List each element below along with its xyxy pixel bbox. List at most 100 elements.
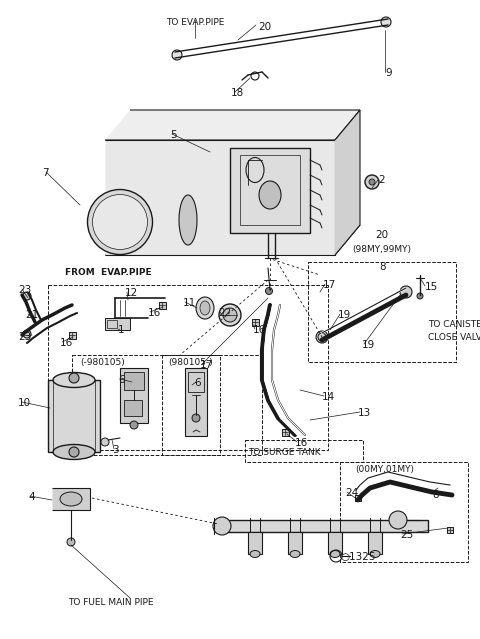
Bar <box>72 355 220 455</box>
Ellipse shape <box>213 517 231 535</box>
Text: 22: 22 <box>218 308 231 318</box>
Text: 24: 24 <box>345 488 358 498</box>
Circle shape <box>417 293 423 299</box>
Text: 8: 8 <box>379 262 385 272</box>
Text: (-980105): (-980105) <box>80 358 125 367</box>
Text: 6: 6 <box>194 378 201 388</box>
Text: 4: 4 <box>28 492 35 502</box>
Ellipse shape <box>60 492 82 506</box>
Bar <box>308 262 456 362</box>
Ellipse shape <box>53 445 95 459</box>
Text: 16: 16 <box>60 338 73 348</box>
Text: 25: 25 <box>400 530 413 540</box>
Bar <box>107 320 117 328</box>
Bar <box>252 319 259 326</box>
Circle shape <box>389 511 407 529</box>
Ellipse shape <box>200 301 210 315</box>
Bar <box>188 372 204 392</box>
Bar <box>240 155 300 225</box>
Ellipse shape <box>219 304 241 326</box>
Text: 16: 16 <box>295 438 308 448</box>
Circle shape <box>265 288 273 295</box>
Text: 19: 19 <box>338 310 351 320</box>
Bar <box>48 285 328 450</box>
Circle shape <box>316 331 328 343</box>
Ellipse shape <box>370 551 380 557</box>
Text: TO EVAP.PIPE: TO EVAP.PIPE <box>166 18 224 27</box>
Bar <box>355 495 361 501</box>
Ellipse shape <box>250 551 260 557</box>
Text: (980105-): (980105-) <box>168 358 213 367</box>
Text: 12: 12 <box>125 288 138 298</box>
Text: 20: 20 <box>375 230 388 240</box>
Polygon shape <box>105 225 360 255</box>
Ellipse shape <box>87 190 153 254</box>
Polygon shape <box>52 488 90 510</box>
Bar <box>185 368 207 436</box>
Polygon shape <box>105 140 335 255</box>
Polygon shape <box>105 110 360 140</box>
Bar <box>124 372 144 390</box>
Ellipse shape <box>223 308 237 322</box>
Bar <box>245 440 363 462</box>
Text: 17: 17 <box>200 360 213 370</box>
Text: CLOSE VALVE: CLOSE VALVE <box>428 333 480 342</box>
Circle shape <box>192 414 200 422</box>
Ellipse shape <box>93 194 147 249</box>
Text: 15: 15 <box>425 282 438 292</box>
Bar <box>120 368 148 423</box>
Ellipse shape <box>53 373 95 387</box>
Text: TO FUEL MAIN PIPE: TO FUEL MAIN PIPE <box>68 598 154 607</box>
Bar <box>105 318 130 330</box>
Text: TO CANISTER: TO CANISTER <box>428 320 480 329</box>
Ellipse shape <box>290 551 300 557</box>
Bar <box>159 302 166 309</box>
Text: 3: 3 <box>112 445 119 455</box>
Text: 23: 23 <box>18 285 31 295</box>
Bar <box>162 355 262 455</box>
Text: (98MY,99MY): (98MY,99MY) <box>352 245 411 254</box>
Circle shape <box>369 179 375 185</box>
Text: 6: 6 <box>118 375 125 385</box>
Text: (00MY,01MY): (00MY,01MY) <box>355 465 414 474</box>
Text: 7: 7 <box>42 168 48 178</box>
Text: 8: 8 <box>432 490 439 500</box>
Circle shape <box>67 538 75 546</box>
Text: 23: 23 <box>18 332 31 342</box>
Bar <box>248 532 262 554</box>
Text: 19: 19 <box>362 340 375 350</box>
Text: TO SURGE TANK: TO SURGE TANK <box>248 448 321 457</box>
Text: 16: 16 <box>148 308 161 318</box>
Circle shape <box>172 50 182 60</box>
Bar <box>447 527 453 533</box>
Text: 18: 18 <box>231 88 244 98</box>
Text: 9: 9 <box>385 68 392 78</box>
Text: 20: 20 <box>258 22 271 32</box>
Text: 1: 1 <box>118 325 125 335</box>
Bar <box>368 532 382 554</box>
Circle shape <box>101 438 109 446</box>
Text: 5: 5 <box>170 130 177 140</box>
Bar <box>282 429 289 436</box>
Text: 17: 17 <box>323 280 336 290</box>
Text: 13: 13 <box>358 408 371 418</box>
Text: 16: 16 <box>253 325 266 335</box>
Polygon shape <box>335 110 360 255</box>
Circle shape <box>400 286 412 298</box>
Text: FROM  EVAP.PIPE: FROM EVAP.PIPE <box>65 268 152 277</box>
Circle shape <box>69 447 79 457</box>
Bar <box>288 532 302 554</box>
Ellipse shape <box>330 551 340 557</box>
Bar <box>48 380 100 452</box>
Bar <box>124 400 142 416</box>
Ellipse shape <box>259 181 281 209</box>
Circle shape <box>130 421 138 429</box>
Circle shape <box>381 17 391 27</box>
Bar <box>340 462 468 562</box>
Circle shape <box>365 175 379 189</box>
Text: 11: 11 <box>183 298 196 308</box>
Circle shape <box>69 373 79 383</box>
Circle shape <box>23 292 31 300</box>
Text: 10: 10 <box>18 398 31 408</box>
Bar <box>230 148 310 233</box>
